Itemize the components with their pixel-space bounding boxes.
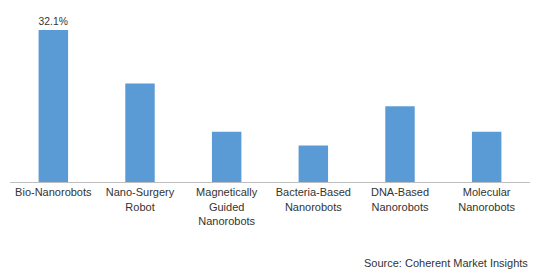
svg-text:MolecularNanorobots: MolecularNanorobots bbox=[458, 186, 515, 212]
svg-text:Source: Coherent Market Insigh: Source: Coherent Market Insights bbox=[364, 257, 528, 269]
svg-text:32.1%: 32.1% bbox=[39, 16, 68, 27]
svg-text:Nano-SurgeryRobot: Nano-SurgeryRobot bbox=[106, 186, 175, 212]
svg-text:Bacteria-BasedNanorobots: Bacteria-BasedNanorobots bbox=[276, 186, 351, 212]
svg-text:MagneticallyGuidedNanorobots: MagneticallyGuidedNanorobots bbox=[196, 186, 258, 227]
svg-text:DNA-BasedNanorobots: DNA-BasedNanorobots bbox=[371, 186, 429, 212]
svg-text:Bio-Nanorobots: Bio-Nanorobots bbox=[15, 186, 92, 198]
